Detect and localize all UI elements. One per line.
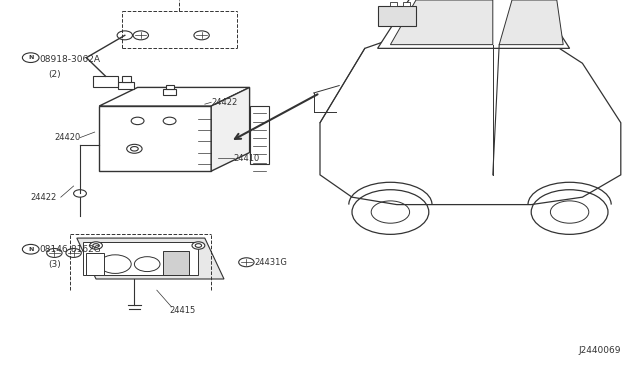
Text: (2): (2)	[48, 70, 61, 79]
Bar	[83, 242, 198, 275]
Bar	[86, 253, 104, 275]
Polygon shape	[320, 26, 621, 205]
Text: 24431G: 24431G	[255, 258, 287, 267]
Polygon shape	[378, 0, 570, 48]
Text: J2440069: J2440069	[579, 346, 621, 355]
Text: N: N	[28, 55, 33, 60]
Circle shape	[90, 242, 102, 249]
Text: 24422: 24422	[31, 193, 57, 202]
Bar	[122, 76, 131, 82]
Text: 24410: 24410	[234, 154, 260, 163]
Bar	[390, 2, 397, 6]
Circle shape	[117, 31, 132, 40]
Circle shape	[93, 244, 99, 247]
Bar	[163, 89, 176, 95]
Text: 08146-8162G: 08146-8162G	[40, 245, 101, 254]
Bar	[99, 106, 211, 171]
Polygon shape	[99, 87, 250, 106]
Polygon shape	[77, 238, 224, 279]
Bar	[403, 2, 410, 6]
Circle shape	[195, 244, 202, 247]
Polygon shape	[390, 0, 493, 45]
Circle shape	[163, 117, 176, 125]
Bar	[93, 76, 118, 87]
Bar	[118, 82, 134, 89]
Polygon shape	[499, 0, 563, 45]
Circle shape	[22, 53, 39, 62]
Circle shape	[131, 117, 144, 125]
Bar	[163, 251, 189, 275]
Text: (3): (3)	[48, 260, 61, 269]
Bar	[250, 106, 269, 164]
Text: 08918-3062A: 08918-3062A	[40, 55, 100, 64]
Bar	[166, 85, 174, 89]
Circle shape	[22, 244, 39, 254]
Polygon shape	[211, 87, 250, 171]
Text: 24420: 24420	[54, 133, 81, 142]
Circle shape	[127, 144, 142, 153]
Text: 24415: 24415	[170, 306, 196, 315]
Circle shape	[74, 190, 86, 197]
Text: 24422: 24422	[211, 98, 237, 107]
Bar	[378, 6, 416, 26]
Circle shape	[131, 147, 138, 151]
Circle shape	[192, 242, 205, 249]
Text: N: N	[28, 247, 33, 252]
